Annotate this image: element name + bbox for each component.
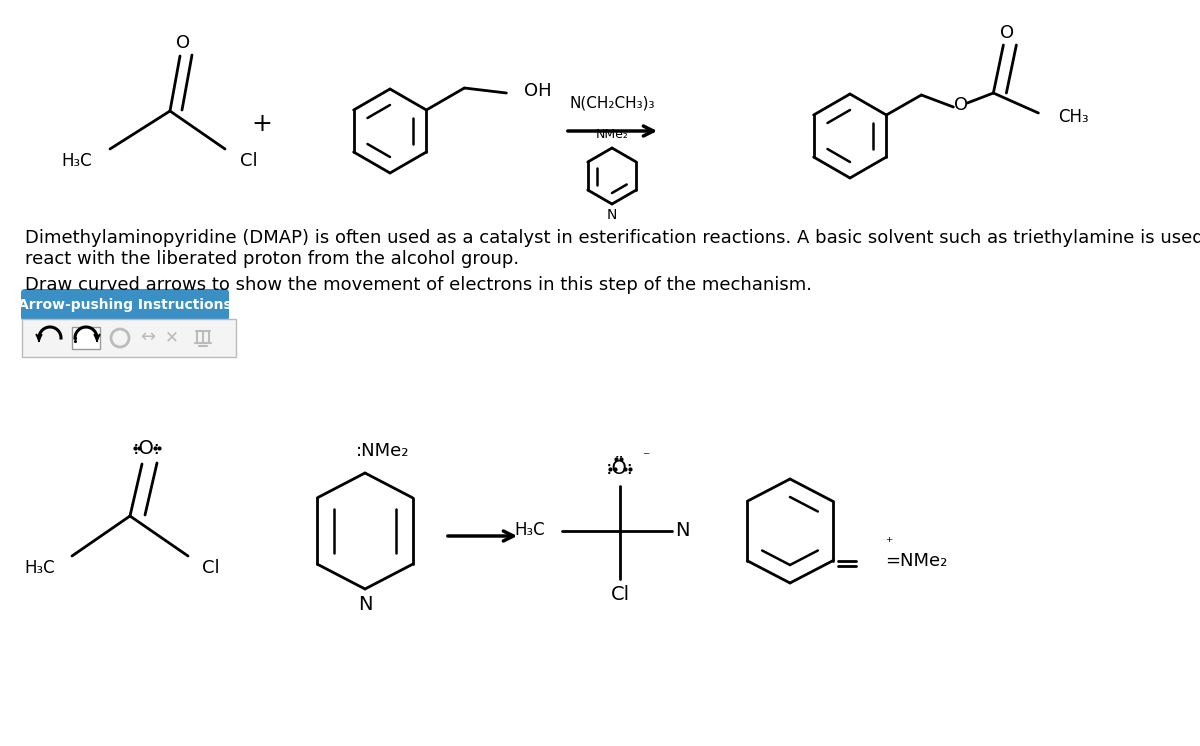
FancyBboxPatch shape — [22, 289, 229, 321]
Text: ⁺: ⁺ — [886, 536, 893, 550]
Text: +: + — [252, 112, 272, 136]
Text: =NMe₂: =NMe₂ — [886, 552, 948, 570]
Text: OH: OH — [524, 82, 552, 100]
Text: ✕: ✕ — [166, 328, 179, 346]
Text: Arrow-pushing Instructions: Arrow-pushing Instructions — [18, 298, 232, 312]
Text: :O:: :O: — [133, 439, 161, 457]
Text: CH₃: CH₃ — [1058, 108, 1088, 126]
Text: Draw curved arrows to show the movement of electrons in this step of the mechani: Draw curved arrows to show the movement … — [25, 276, 812, 294]
Text: H₃C: H₃C — [515, 521, 545, 539]
Text: ⁻: ⁻ — [642, 450, 649, 464]
Text: N: N — [674, 521, 689, 539]
Text: ↔: ↔ — [140, 328, 156, 346]
Text: NMe₂: NMe₂ — [595, 128, 629, 142]
Text: O: O — [954, 96, 968, 114]
Text: N: N — [607, 208, 617, 222]
Text: Dimethylaminopyridine (DMAP) is often used as a catalyst in esterification react: Dimethylaminopyridine (DMAP) is often us… — [25, 229, 1200, 247]
Text: H₃C: H₃C — [24, 559, 55, 577]
Text: react with the liberated proton from the alcohol group.: react with the liberated proton from the… — [25, 250, 520, 268]
FancyBboxPatch shape — [22, 319, 236, 357]
Text: N: N — [358, 595, 372, 613]
Text: :Ö:: :Ö: — [606, 460, 634, 478]
Text: N(CH₂CH₃)₃: N(CH₂CH₃)₃ — [569, 95, 655, 110]
Bar — [72, 327, 100, 349]
Text: O: O — [1001, 24, 1014, 42]
Text: H₃C: H₃C — [61, 152, 92, 170]
Text: Cl: Cl — [202, 559, 220, 577]
Text: O: O — [176, 34, 190, 52]
Text: Cl: Cl — [611, 585, 630, 604]
Text: :NMe₂: :NMe₂ — [356, 442, 409, 460]
Text: Cl: Cl — [240, 152, 258, 170]
